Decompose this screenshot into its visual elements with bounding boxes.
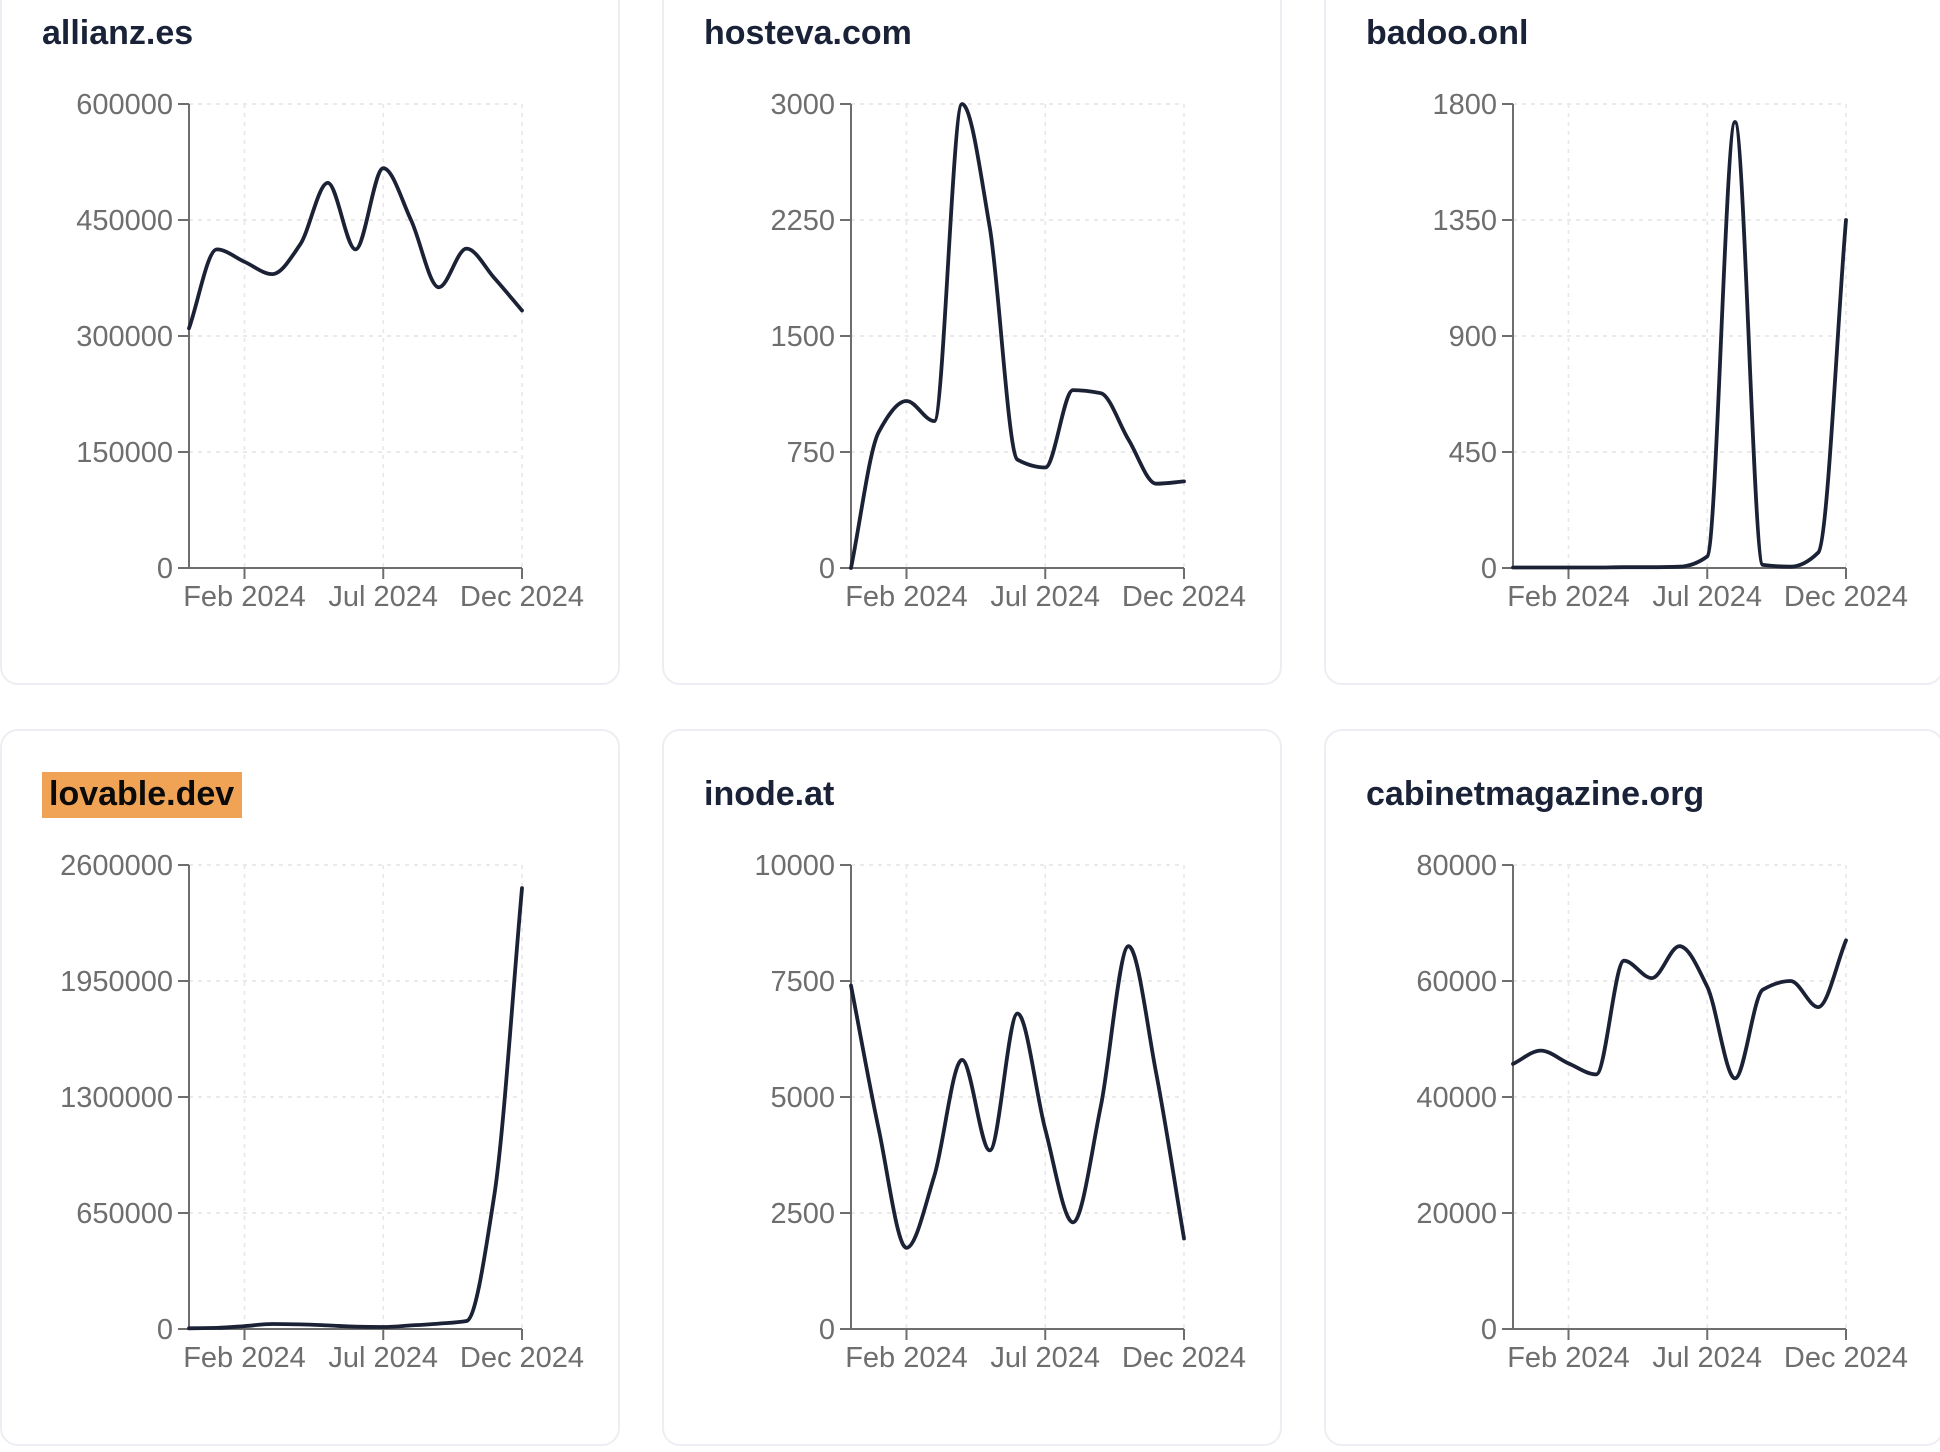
chart-title: cabinetmagazine.org xyxy=(1366,775,1705,813)
y-tick-label: 1300000 xyxy=(60,1082,173,1114)
x-tick-label: Jul 2024 xyxy=(328,1342,438,1374)
y-tick-label: 1350 xyxy=(1432,205,1497,237)
y-tick-label: 60000 xyxy=(1416,966,1497,998)
y-tick-label: 5000 xyxy=(770,1082,835,1114)
chart-card-inode-at: inode.at 0 2500 5000 7500 10000 Feb 2024 Jul 2… xyxy=(662,729,1282,1446)
y-tick-label: 0 xyxy=(819,1314,835,1346)
y-tick-label: 40000 xyxy=(1416,1082,1497,1114)
x-tick-label: Feb 2024 xyxy=(1507,581,1630,613)
x-tick-label: Jul 2024 xyxy=(990,1342,1100,1374)
series-line xyxy=(1511,938,1848,1081)
series-line xyxy=(849,944,1186,1250)
chart-title: allianz.es xyxy=(42,14,194,52)
y-tick-label: 0 xyxy=(157,553,173,585)
y-tick-label: 450 xyxy=(1449,437,1497,469)
y-tick-label: 7500 xyxy=(770,966,835,998)
y-tick-label: 0 xyxy=(819,553,835,585)
x-tick-label: Dec 2024 xyxy=(1122,1342,1246,1374)
y-tick-label: 750 xyxy=(787,437,835,469)
y-tick-label: 20000 xyxy=(1416,1198,1497,1230)
series-line xyxy=(1511,120,1848,570)
chart-card-hosteva-com: hosteva.com 0 750 1500 2250 3000 Feb 2024 Jul … xyxy=(662,0,1282,685)
y-tick-label: 2500 xyxy=(770,1198,835,1230)
y-tick-label: 10000 xyxy=(754,850,835,882)
y-tick-label: 600000 xyxy=(76,89,173,121)
series-line xyxy=(187,886,524,1331)
line-chart: 0 150000 300000 450000 600000 Feb 2024 Jul 202… xyxy=(76,89,584,613)
line-chart: 0 750 1500 2250 3000 Feb 2024 Jul 2024 Dec 2024 xyxy=(770,89,1246,613)
series-line xyxy=(187,166,524,331)
x-tick-label: Jul 2024 xyxy=(990,581,1100,613)
y-tick-label: 650000 xyxy=(76,1198,173,1230)
x-tick-label: Dec 2024 xyxy=(460,581,584,613)
y-tick-label: 0 xyxy=(157,1314,173,1346)
y-tick-label: 1800 xyxy=(1432,89,1497,121)
y-tick-label: 80000 xyxy=(1416,850,1497,882)
x-tick-label: Jul 2024 xyxy=(328,581,438,613)
y-tick-label: 2600000 xyxy=(60,850,173,882)
chart-title: inode.at xyxy=(704,775,835,813)
chart-card-lovable-dev: lovable.dev 0 650000 1300000 1950000 2600000… xyxy=(0,729,620,1446)
x-tick-label: Feb 2024 xyxy=(845,581,968,613)
chart-card-allianz-es: allianz.es 0 150000 300000 450000 600000 Feb … xyxy=(0,0,620,685)
x-tick-label: Jul 2024 xyxy=(1652,1342,1762,1374)
x-tick-label: Dec 2024 xyxy=(1784,1342,1908,1374)
chart-title: hosteva.com xyxy=(704,14,912,52)
chart-title: badoo.onl xyxy=(1366,14,1529,52)
x-tick-label: Feb 2024 xyxy=(845,1342,968,1374)
chart-title: lovable.dev xyxy=(42,772,243,818)
y-tick-label: 3000 xyxy=(770,89,835,121)
y-tick-label: 2250 xyxy=(770,205,835,237)
x-tick-label: Dec 2024 xyxy=(1784,581,1908,613)
series-line xyxy=(849,102,1186,570)
line-chart: 0 650000 1300000 1950000 2600000 Feb 2024 Jul … xyxy=(60,850,584,1374)
x-tick-label: Jul 2024 xyxy=(1652,581,1762,613)
y-tick-label: 1500 xyxy=(770,321,835,353)
chart-card-badoo-onl: badoo.onl 0 450 900 1350 1800 Feb 2024 Jul 202… xyxy=(1324,0,1940,685)
y-tick-label: 450000 xyxy=(76,205,173,237)
line-chart: 0 2500 5000 7500 10000 Feb 2024 Jul 2024 Dec 20… xyxy=(754,850,1246,1374)
line-chart: 0 20000 40000 60000 80000 Feb 2024 Jul 2024 Dec… xyxy=(1416,850,1908,1374)
x-tick-label: Feb 2024 xyxy=(1507,1342,1630,1374)
y-tick-label: 0 xyxy=(1481,1314,1497,1346)
y-tick-label: 1950000 xyxy=(60,966,173,998)
x-tick-label: Dec 2024 xyxy=(1122,581,1246,613)
y-tick-label: 300000 xyxy=(76,321,173,353)
x-tick-label: Feb 2024 xyxy=(183,1342,306,1374)
line-chart: 0 450 900 1350 1800 Feb 2024 Jul 2024 Dec 2024 xyxy=(1432,89,1908,613)
x-tick-label: Dec 2024 xyxy=(460,1342,584,1374)
x-tick-label: Feb 2024 xyxy=(183,581,306,613)
y-tick-label: 900 xyxy=(1449,321,1497,353)
y-tick-label: 150000 xyxy=(76,437,173,469)
y-tick-label: 0 xyxy=(1481,553,1497,585)
chart-card-cabinetmagazine-org: cabinetmagazine.org 0 20000 40000 60000 8000… xyxy=(1324,729,1940,1446)
